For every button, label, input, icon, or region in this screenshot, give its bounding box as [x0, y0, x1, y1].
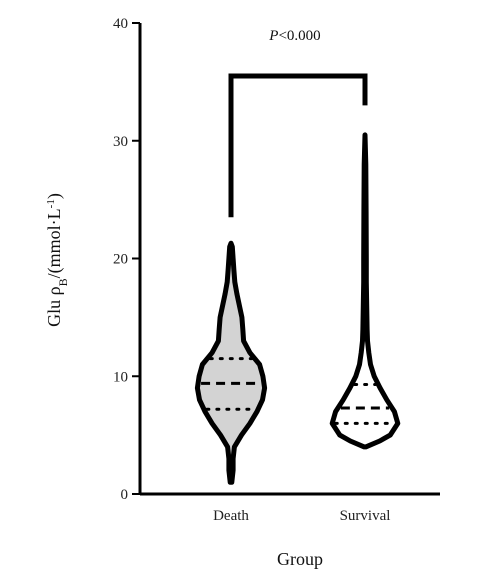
- x-axis-title: Group: [277, 549, 323, 569]
- violins: [194, 132, 401, 485]
- y-tick-label: 10: [113, 369, 128, 385]
- violin-death: [194, 240, 268, 485]
- p-symbol: P: [268, 28, 278, 44]
- y-axis: 0 10 20 30 40: [113, 16, 142, 503]
- x-tick-label: Survival: [340, 508, 391, 524]
- p-value: <0.000: [278, 28, 320, 44]
- y-tick-label: 30: [113, 134, 128, 150]
- bracket-line: [228, 73, 368, 218]
- x-tick-label: Death: [213, 508, 249, 524]
- significance-bracket: [228, 73, 368, 218]
- y-tick-label: 0: [121, 487, 129, 503]
- y-tick-label: 40: [113, 16, 128, 32]
- y-axis-title: Glu ρB/(mmol·L-1): [44, 193, 70, 327]
- y-tick-label: 20: [113, 252, 128, 268]
- violin-survival: [329, 132, 401, 450]
- x-axis: Death Survival: [140, 492, 440, 524]
- p-value-annotation: P<0.000: [268, 28, 320, 44]
- y-title-sub: B: [56, 278, 70, 286]
- y-title-unit: /(mmol·L: [44, 208, 65, 278]
- y-title-sup: -1: [45, 199, 57, 208]
- y-title-close: ): [44, 193, 65, 199]
- y-title-main: Glu ρ: [44, 286, 64, 327]
